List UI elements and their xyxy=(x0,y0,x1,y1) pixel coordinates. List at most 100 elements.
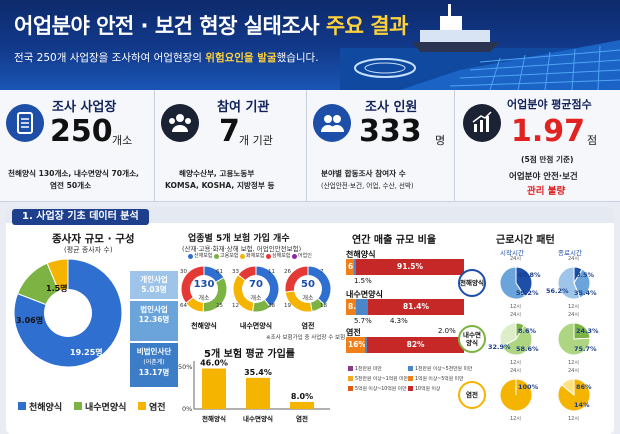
panel4-title: 근로시간 패턴 xyxy=(496,235,555,246)
revenue-segment-mid xyxy=(364,337,368,353)
clock-value-label: 58.6% xyxy=(516,345,539,353)
stat-title: 참여 기관 xyxy=(217,100,270,115)
bar-axis-bottom: 0% xyxy=(182,405,193,413)
bar-value-label: 8.0% xyxy=(291,392,313,401)
bar-category-label: 염전 xyxy=(296,414,308,423)
clock-slice xyxy=(557,266,581,300)
clock-tick-label: 24시 xyxy=(568,312,579,318)
bar-category-label: 천해양식 xyxy=(202,414,226,423)
section-basic-data: 1. 사업장 기초 데이터 분석 종사자 규모 · 구성 (평균 종사자 수) … xyxy=(6,207,614,434)
panel2-subtitle: (산재·고용·화재·상해 보험, 어업인안전보험) xyxy=(182,245,302,253)
company-type-value: 13.17명 xyxy=(138,368,170,377)
legend-swatch xyxy=(348,366,353,371)
donut-hole xyxy=(190,275,218,303)
clock-slice xyxy=(501,324,533,356)
legend-swatch xyxy=(18,402,26,410)
revenue-segment-large: 82% xyxy=(367,337,464,353)
legend-swatch xyxy=(408,376,413,381)
company-type-name: 법인사업 xyxy=(140,305,168,314)
donut-center-value: 130 xyxy=(193,279,215,290)
revenue-row-name: 염전 xyxy=(346,328,361,337)
legend-swatch xyxy=(74,402,82,410)
summary-stats: 조사 사업장 250 개소 천해양식 130개소, 내수면양식 70개소, 염전… xyxy=(0,90,620,202)
legend-label: 1억원 이상~5억원 미만 xyxy=(415,377,464,382)
stat-detail: 해양수산부, 고용노동부 xyxy=(179,169,255,178)
donut-label-1: 19.25명 xyxy=(70,348,103,357)
revenue-segment-large: 91.5% xyxy=(356,259,464,275)
segment-label: 7 xyxy=(320,269,324,275)
legend-label: 1천만원 미만 xyxy=(355,367,382,372)
stat-value: 333 xyxy=(359,114,422,149)
clock-pie xyxy=(557,378,591,412)
stat-unit: 개소 xyxy=(112,134,133,147)
clock-tick-label: 24시 xyxy=(568,368,579,374)
donut-hole xyxy=(294,275,322,303)
donut-hole xyxy=(242,275,270,303)
company-type-block: 비법인사단 (어촌계) 13.17명 xyxy=(130,343,178,387)
revenue-small-label: 2.0% xyxy=(438,327,456,335)
bar-value-label: 46.0% xyxy=(200,359,228,368)
revenue-bar: 6.9%91.5% xyxy=(346,259,464,275)
segment-label: 28 xyxy=(268,303,275,309)
people-group-icon xyxy=(161,104,199,142)
legend-swatch xyxy=(214,254,219,259)
revenue-segment-mid xyxy=(356,299,368,315)
segment-label: 30 xyxy=(180,269,187,275)
clock-value-label: 100% xyxy=(518,383,539,391)
insurance-bar-chart: 46.0% 천해양식 35.4% 내수면양식 8.0% 염전 xyxy=(193,359,330,423)
donut-hole xyxy=(44,289,92,337)
clock-slice xyxy=(499,322,517,348)
legend-label: 어업인 xyxy=(298,253,312,259)
clock-tick-label: 12시 xyxy=(568,304,579,310)
bar-category-label: 내수면양식 xyxy=(243,414,273,423)
legend-swatch xyxy=(240,254,245,259)
clock-tick-label: 12시 xyxy=(510,304,521,310)
revenue-row-name: 천해양식 xyxy=(346,250,376,259)
legend-label: 10억원 이상 xyxy=(415,387,441,392)
legend-swatch xyxy=(348,386,353,391)
panel2-bar-title: 5개 보험 평균 가입률 xyxy=(204,349,296,360)
stat-detail: KOMSA, KOSHA, 지방정부 등 xyxy=(165,181,275,190)
clock-tick-label: 12시 xyxy=(568,416,579,422)
segment-label: 33 xyxy=(232,269,239,275)
section-bar xyxy=(6,207,614,223)
stat-title: 어업분야 평균점수 xyxy=(507,98,592,111)
stat-detail: 어업분야 안전·보건 xyxy=(509,172,578,182)
segment-label: 11 xyxy=(268,269,275,275)
clock-slice xyxy=(560,378,575,397)
company-type-name: 비법인사단 xyxy=(136,347,172,356)
insurance-donut xyxy=(180,265,228,313)
stat-detail: 관리 불량 xyxy=(527,186,566,197)
clock-slice xyxy=(573,268,591,299)
clock-pie xyxy=(499,322,533,356)
stat-detail: 염전 50개소 xyxy=(50,181,92,190)
legend-swatch xyxy=(188,254,193,259)
bar-value-label: 35.4% xyxy=(244,368,272,377)
legend-swatch xyxy=(292,254,297,259)
clock-value-label: 59.2% xyxy=(516,289,539,297)
clock-slice xyxy=(557,322,591,356)
bar xyxy=(246,377,270,409)
stat-title: 조사 인원 xyxy=(365,100,418,115)
donut-center-unit: 개소 xyxy=(198,295,210,302)
clock-value-label: 14% xyxy=(574,401,590,409)
company-type-name: 개인사업 xyxy=(140,275,168,284)
clipboard-icon xyxy=(6,104,44,142)
segment-label: 19 xyxy=(284,303,291,309)
bar-axis-top: 50% xyxy=(178,363,193,371)
clock-slice xyxy=(499,378,533,412)
legend-swatch xyxy=(408,366,413,371)
clock-value-label: 86% xyxy=(576,383,592,391)
legend-label: 상해보험 xyxy=(272,253,291,259)
bar xyxy=(202,368,226,409)
revenue-bar: 8.6% 81.4% xyxy=(346,299,464,315)
page-subtitle: 전국 250개 사업장을 조사하여 어업현장의 위험요인을 발굴했습니다. xyxy=(14,52,319,64)
company-type-note: (어촌계) xyxy=(143,359,165,366)
stat-people: 조사 인원 333 명 분야별 합동조사 참여자 수 (산업안전·보건, 어업,… xyxy=(307,90,455,202)
clock-pie xyxy=(499,378,533,412)
clock-pie xyxy=(557,266,591,300)
stat-unit: 점 xyxy=(587,134,598,147)
clock-value-label: 40.8% xyxy=(518,271,541,279)
clock-tick-label: 24시 xyxy=(510,256,521,262)
